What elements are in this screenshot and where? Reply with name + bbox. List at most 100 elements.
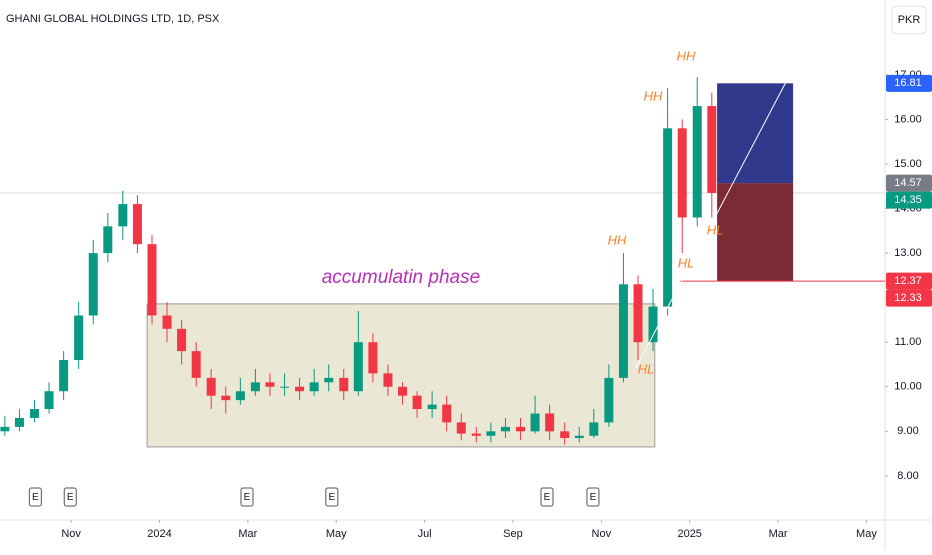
candle-body [471,433,481,436]
candle-body [677,128,687,218]
candle-body [368,342,378,374]
candle-body [500,426,510,432]
candle-body [147,244,157,316]
x-tick-label: Jul [418,528,432,540]
x-tick-label: May [326,528,347,540]
earnings-label: E [244,492,251,503]
candle-body [618,284,628,378]
pattern-label: HH [677,48,696,63]
earnings-marker [540,487,554,507]
x-tick-label: Sep [503,528,523,540]
price-tag [886,272,932,290]
earnings-marker [240,487,254,507]
candle-body [707,106,717,193]
price-tag-label: 14.57 [894,177,922,189]
candle-body [427,404,437,410]
candle-body [692,106,702,218]
candle-body [265,382,275,387]
candle-body [14,417,24,427]
candle-body [162,315,172,329]
price-tag [886,174,932,192]
candle-body [663,128,673,307]
candle-body [29,409,39,418]
pattern-label: HL [678,255,695,270]
candle-body [633,284,643,343]
y-tick-label: 8.00 [897,470,918,482]
candle-body [206,377,216,396]
x-tick-label: Mar [238,528,257,540]
candle-body [250,382,260,392]
candle-body [280,386,290,388]
candle-body [412,395,422,410]
candle-body [339,377,349,392]
earnings-label: E [67,492,74,503]
candle-body [383,373,393,387]
pattern-label: HH [644,88,663,103]
candle-body [442,404,452,423]
candle-body [589,422,599,436]
y-tick-label: 16.00 [894,113,922,125]
earnings-marker [325,487,339,507]
candle-body [103,226,113,254]
candle-body [574,435,584,439]
candle-body [295,386,305,392]
currency-label: PKR [898,14,921,26]
pattern-label: HL [638,361,655,376]
y-tick-label: 9.00 [897,425,918,437]
candle-body [560,431,570,439]
candle-body [398,386,408,396]
x-tick-label: May [856,528,877,540]
chart-title: GHANI GLOBAL HOLDINGS LTD, 1D, PSX [6,13,220,25]
candle-body [235,391,245,401]
accumulation-zone [146,303,656,448]
x-tick-label: Nov [61,528,81,540]
candle-body [545,413,555,432]
x-tick-label: Mar [769,528,788,540]
candle-body [44,391,54,410]
candle-body [88,253,98,316]
zone-label: accumulatin phase [322,267,480,288]
y-tick-label: 10.00 [894,381,922,393]
earnings-marker [586,487,600,507]
earnings-label: E [32,492,39,503]
earnings-label: E [544,492,551,503]
candle-body [59,360,69,392]
y-tick-label: 11.00 [895,336,922,348]
candle-body [309,382,319,392]
candle-body [515,426,525,432]
candle-body [648,306,658,343]
candle-body [177,328,187,352]
earnings-marker [63,487,77,507]
y-tick-label: 15.00 [894,158,922,170]
currency-button[interactable] [891,5,927,35]
earnings-label: E [590,492,597,503]
trendline [635,74,791,369]
candle-body [486,431,496,436]
pattern-label: HH [608,232,627,247]
target-zone [717,83,794,184]
price-tag [886,289,932,307]
price-tag [886,74,932,92]
candle-body [324,377,334,383]
pattern-label: HL [707,222,724,237]
candle-body [221,395,231,401]
candle-body [74,315,84,361]
x-tick-label: Nov [592,528,612,540]
price-tag-label: 12.33 [894,292,922,304]
candle-body [530,413,540,432]
price-tag [886,191,932,209]
x-tick-label: 2025 [677,528,701,540]
x-tick-label: 2024 [147,528,171,540]
y-tick-label: 13.00 [894,247,922,259]
candle-body [191,351,201,378]
candle-body [604,377,614,423]
stop-zone [717,183,794,282]
candle-body [132,204,142,245]
price-tag-label: 14.35 [894,194,922,206]
candle-body [353,342,363,392]
candle-body [456,422,466,434]
price-tag-label: 16.81 [894,77,922,89]
candle-body [118,204,128,227]
